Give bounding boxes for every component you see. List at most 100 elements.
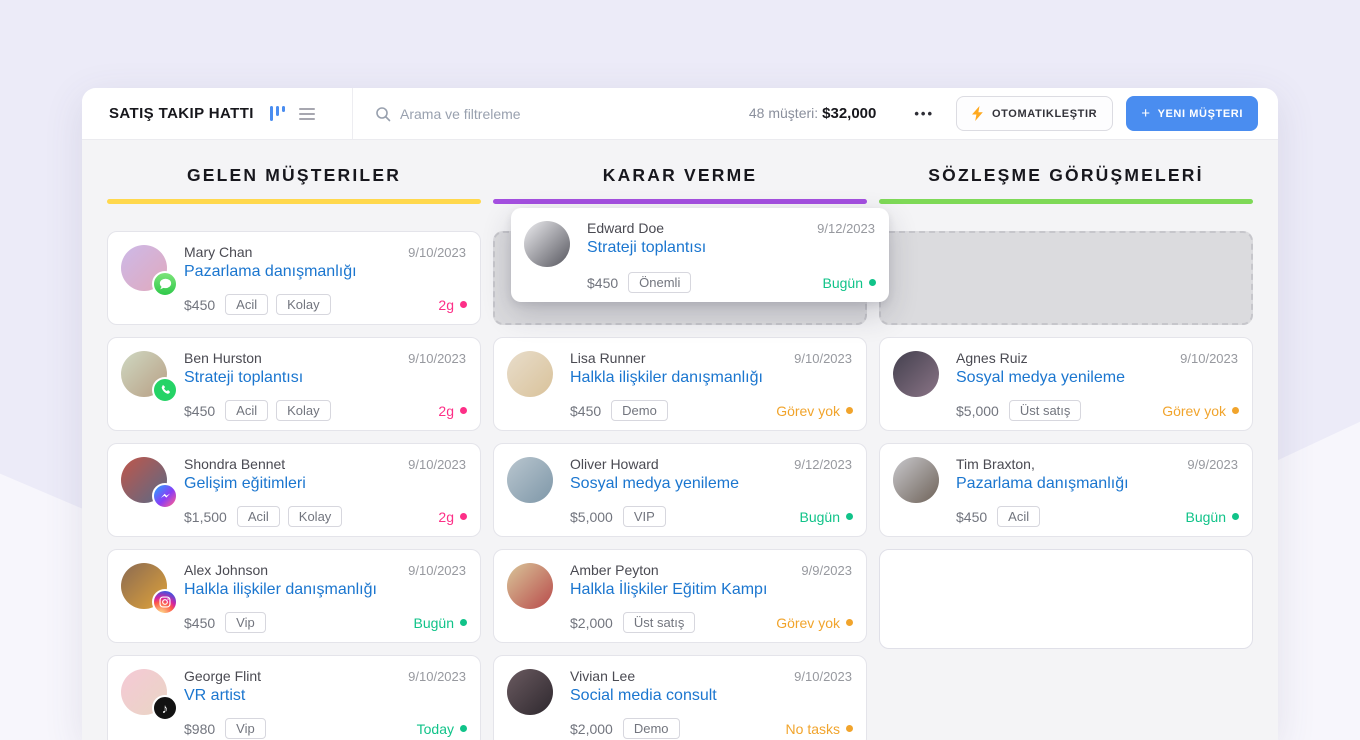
card-date: 9/12/2023 xyxy=(794,457,852,472)
customer-name: Alex Johnson xyxy=(184,562,269,578)
tag-list: Acil Kolay xyxy=(225,294,338,315)
messenger-icon xyxy=(152,483,178,509)
card-date: 9/10/2023 xyxy=(794,351,852,366)
pipeline-column: SÖZLEŞME GÖRÜŞMELERİ Agnes Ruiz 9/10/202… xyxy=(879,140,1253,740)
tag-list: VIP xyxy=(622,506,674,527)
task-status: Görev yok xyxy=(1162,403,1239,419)
card-date: 9/10/2023 xyxy=(408,457,466,472)
empty-card xyxy=(879,549,1253,649)
deal-title: Sosyal medya yenileme xyxy=(570,475,739,492)
deal-price: $450 xyxy=(956,508,988,525)
column-accent-bar xyxy=(879,199,1253,204)
tag-list: Acil Kolay xyxy=(236,506,350,527)
deal-title: Halkla ilişkiler danışmanlığı xyxy=(184,581,377,598)
deal-tag: Kolay xyxy=(287,506,343,527)
new-customer-button[interactable]: + YENI MÜŞTERI xyxy=(1126,96,1258,131)
lead-card[interactable]: Lisa Runner 9/10/2023 Halkla ilişkiler d… xyxy=(493,337,867,431)
column-accent-bar xyxy=(493,199,867,204)
search-icon xyxy=(376,106,391,121)
lead-card[interactable]: Amber Peyton 9/9/2023 Halkla İlişkiler E… xyxy=(493,549,867,643)
task-status: 2g xyxy=(438,509,467,525)
customer-name: Shondra Bennet xyxy=(184,456,286,472)
deal-tag: Demo xyxy=(622,718,680,739)
tag-list: Acil Kolay xyxy=(225,400,338,421)
task-status: Bugün xyxy=(800,509,853,525)
plus-icon: + xyxy=(1141,105,1151,122)
tag-list: Vip xyxy=(225,612,274,633)
deal-price: $450 xyxy=(570,402,602,419)
pipeline-stats: 48 müşteri: $32,000 xyxy=(749,105,876,122)
deal-price: $450 xyxy=(184,296,216,313)
instagram-icon xyxy=(152,589,178,615)
tag-list: Demo xyxy=(622,718,688,739)
automate-label: OTOMATIKLEŞTIR xyxy=(992,107,1098,120)
card-date: 9/9/2023 xyxy=(801,563,852,578)
column-title: GELEN MÜŞTERILER xyxy=(186,165,402,185)
column-accent-bar xyxy=(107,199,481,204)
tag-list: Demo xyxy=(611,400,676,421)
deal-title: Strateji toplantısı xyxy=(587,239,707,256)
column-title: SÖZLEŞME GÖRÜŞMELERİ xyxy=(928,165,1204,185)
tag-list: Vip xyxy=(225,718,274,739)
lead-card[interactable]: Alex Johnson 9/10/2023 Halkla ilişkiler … xyxy=(107,549,481,643)
lead-card[interactable]: Vivian Lee 9/10/2023 Social media consul… xyxy=(493,655,867,740)
deal-title: Pazarlama danışmanlığı xyxy=(956,475,1129,492)
task-status: Bugün xyxy=(823,275,876,291)
deal-tag: Acil xyxy=(236,506,280,527)
pipeline-title: SATIŞ TAKIP HATTI xyxy=(109,105,254,122)
card-date: 9/10/2023 xyxy=(408,669,466,684)
lead-card[interactable]: Agnes Ruiz 9/10/2023 Sosyal medya yenile… xyxy=(879,337,1253,431)
lead-card[interactable]: Tim Braxton, 9/9/2023 Pazarlama danışman… xyxy=(879,443,1253,537)
search-input[interactable] xyxy=(400,105,730,122)
automate-button[interactable]: OTOMATIKLEŞTIR xyxy=(956,96,1114,131)
lead-card[interactable]: Shondra Bennet 9/10/2023 Gelişim eğitiml… xyxy=(107,443,481,537)
deal-tag: Acil xyxy=(225,294,269,315)
list-view-icon[interactable] xyxy=(298,107,315,120)
task-status: 2g xyxy=(438,403,467,419)
card-date: 9/10/2023 xyxy=(408,351,466,366)
task-status: Bugün xyxy=(1186,509,1239,525)
customer-name: Edward Doe xyxy=(587,220,665,236)
deal-title: Halkla İlişkiler Eğitim Kampı xyxy=(570,581,768,598)
task-status: Bugün xyxy=(414,615,467,631)
imessage-icon xyxy=(152,271,178,297)
lead-card[interactable]: Mary Chan 9/10/2023 Pazarlama danışmanlı… xyxy=(107,231,481,325)
customer-name: Vivian Lee xyxy=(570,668,636,684)
customer-name: Oliver Howard xyxy=(570,456,659,472)
lead-card[interactable]: ♪ George Flint 9/10/2023 VR artist $980 … xyxy=(107,655,481,740)
deal-tag: Kolay xyxy=(276,294,331,315)
deal-price: $450 xyxy=(587,274,619,291)
deal-price: $450 xyxy=(184,402,216,419)
avatar xyxy=(893,351,939,397)
task-status: No tasks xyxy=(786,721,853,737)
tag-list: Üst satış xyxy=(622,612,704,633)
deal-tag: Önemli xyxy=(628,272,692,293)
card-date: 9/10/2023 xyxy=(794,669,852,684)
deal-price: $1,500 xyxy=(184,508,227,525)
search-bar xyxy=(375,105,730,122)
card-date: 9/12/2023 xyxy=(817,221,875,236)
task-status: 2g xyxy=(438,297,467,313)
kanban-view-icon[interactable] xyxy=(269,106,285,121)
customer-count-label: 48 müşteri: xyxy=(748,105,819,121)
lead-card[interactable]: Oliver Howard 9/12/2023 Sosyal medya yen… xyxy=(493,443,867,537)
deal-tag: VIP xyxy=(622,506,666,527)
task-status: Görev yok xyxy=(776,615,853,631)
customer-name: Amber Peyton xyxy=(570,562,659,578)
lead-card[interactable]: Ben Hurston 9/10/2023 Strateji toplantıs… xyxy=(107,337,481,431)
crm-app-window: SATIŞ TAKIP HATTI 48 müşteri:$32,000 •••… xyxy=(82,88,1278,740)
deal-title: Gelişim eğitimleri xyxy=(184,475,306,492)
card-date: 9/10/2023 xyxy=(408,245,466,260)
more-dots-icon[interactable]: ••• xyxy=(914,105,935,121)
deal-tag: Demo xyxy=(611,400,668,421)
drop-placeholder xyxy=(879,231,1253,325)
deal-price: $5,000 xyxy=(956,402,999,419)
pipeline-header-section: SATIŞ TAKIP HATTI xyxy=(82,88,353,139)
header-actions: 48 müşteri: $32,000 ••• OTOMATIKLEŞTIR + … xyxy=(749,96,1278,131)
dragged-card[interactable]: Edward Doe 9/12/2023 Strateji toplantısı… xyxy=(511,208,889,302)
avatar xyxy=(524,221,570,267)
customer-name: Ben Hurston xyxy=(184,350,262,366)
app-header: SATIŞ TAKIP HATTI 48 müşteri:$32,000 •••… xyxy=(82,88,1278,140)
deal-tag: Vip xyxy=(225,718,266,739)
deal-title: Strateji toplantısı xyxy=(184,369,304,386)
